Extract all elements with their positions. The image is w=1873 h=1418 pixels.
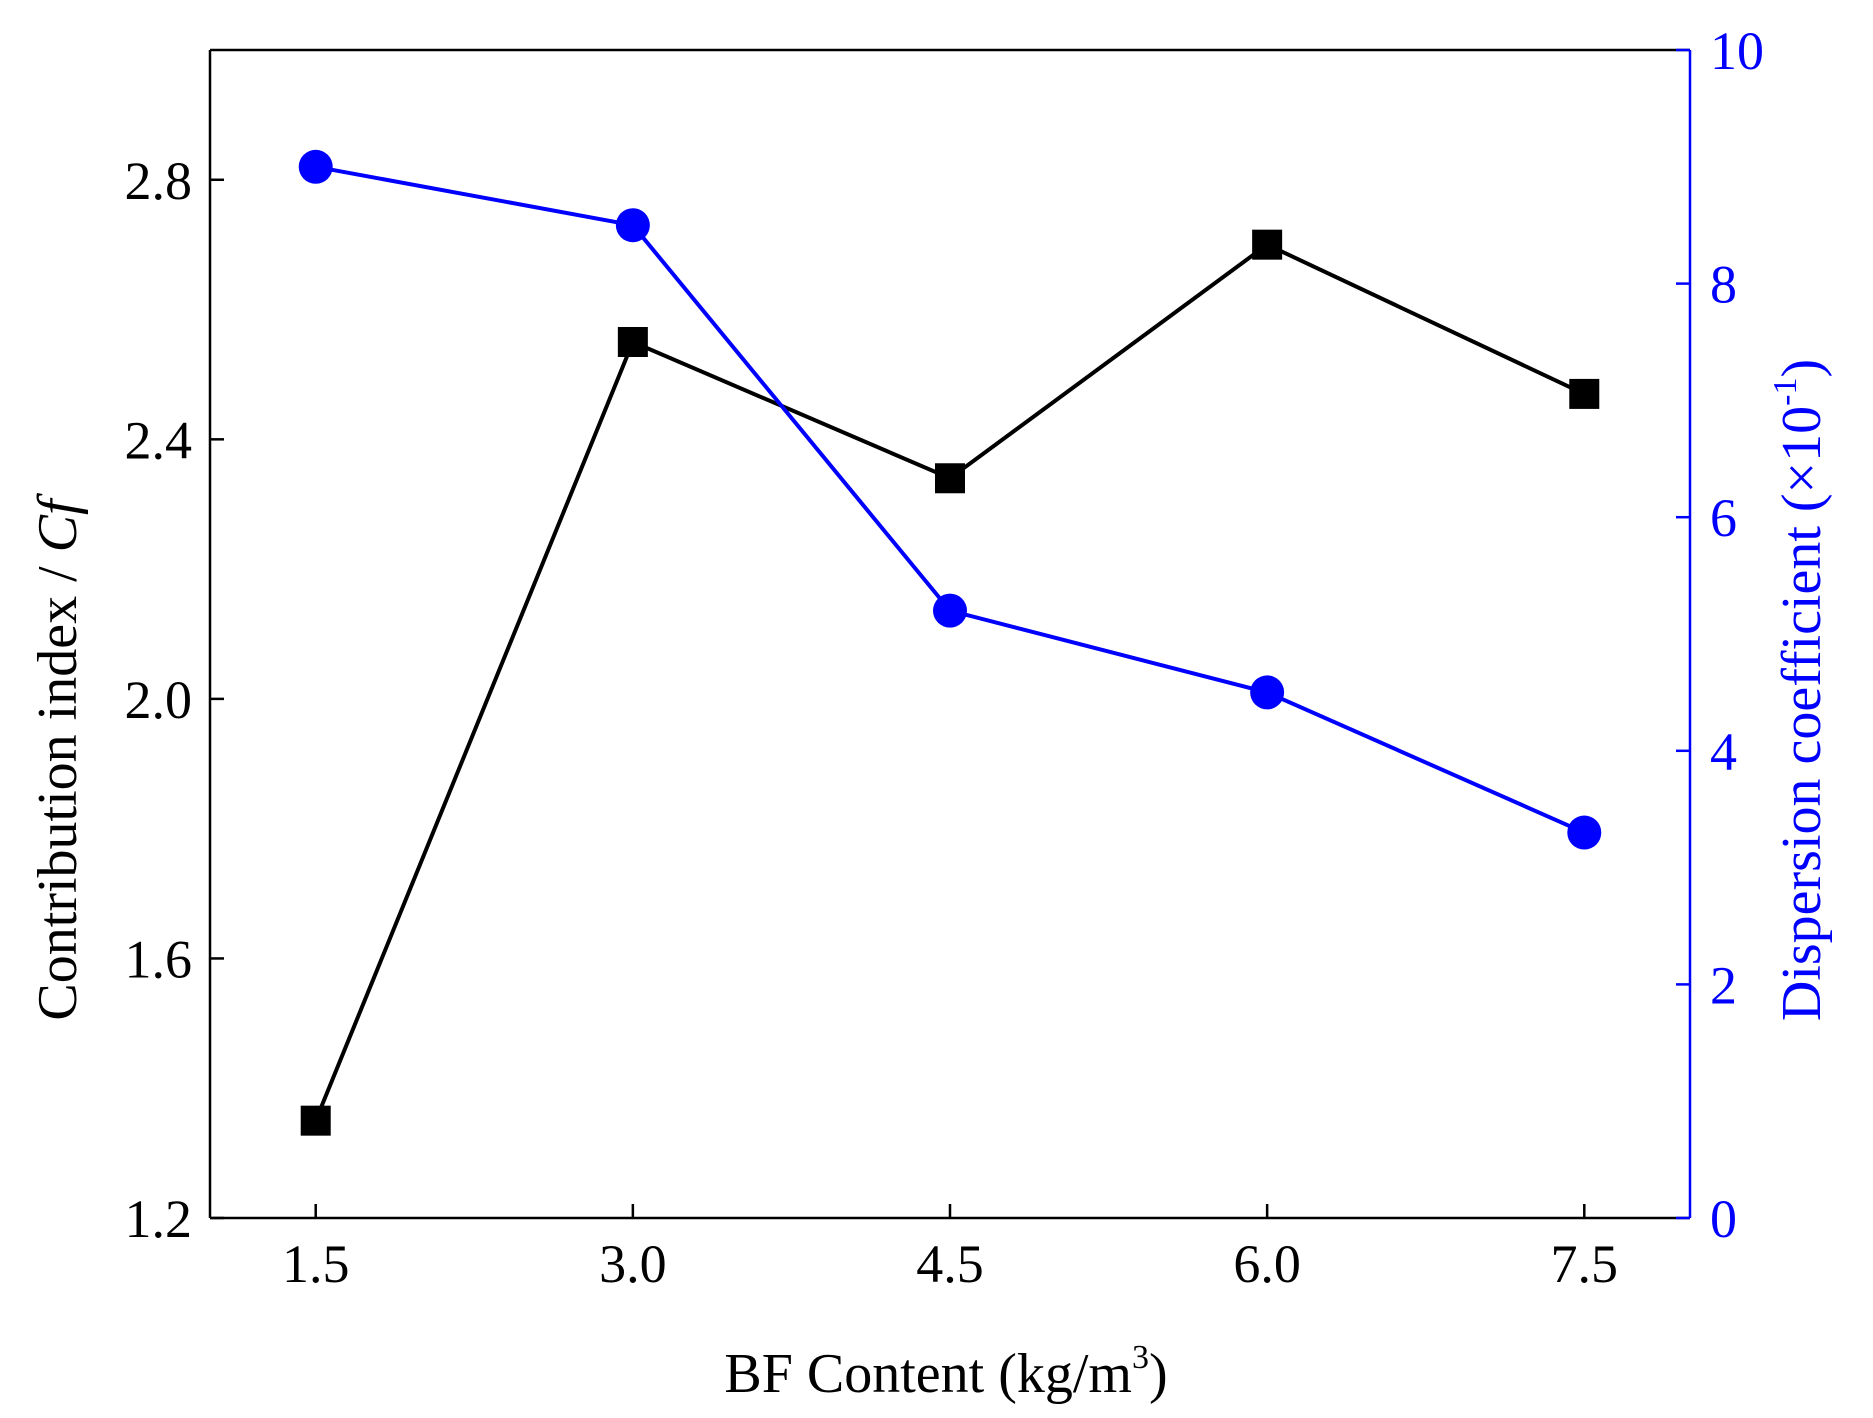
right-y-tick-label: 4	[1710, 722, 1737, 782]
x-axis-label-close: )	[1149, 1343, 1168, 1405]
x-tick-label: 4.5	[916, 1234, 984, 1294]
left-y-tick-label: 2.8	[125, 151, 193, 211]
dispersion-data-point	[1567, 815, 1602, 850]
dispersion-series-line	[315, 164, 1586, 835]
right-y-tick-label: 8	[1710, 255, 1737, 315]
series-markers	[298, 149, 1602, 1136]
left-y-tick-label: 1.6	[125, 929, 193, 989]
contribution-data-point	[300, 1105, 331, 1136]
series-lines	[313, 164, 1586, 1122]
dispersion-data-point	[298, 149, 333, 184]
dispersion-data-point	[1250, 675, 1285, 710]
right-y-axis-label-close: )	[1771, 359, 1833, 378]
x-axis: 1.5 3.0 4.5 6.0 7.5	[282, 1204, 1618, 1294]
dispersion-data-point	[615, 208, 650, 243]
x-tick-label: 1.5	[282, 1234, 350, 1294]
right-y-tick-label: 0	[1710, 1189, 1737, 1249]
right-y-axis-label: Dispersion coefficient (×10-1)	[1767, 359, 1833, 1021]
right-y-tick-label: 6	[1710, 488, 1737, 548]
plot-frame	[208, 48, 1692, 1220]
contribution-series-line	[313, 242, 1586, 1122]
left-y-tick-label: 1.2	[125, 1189, 193, 1249]
x-tick-label: 6.0	[1233, 1234, 1301, 1294]
dispersion-data-point	[933, 593, 967, 628]
right-y-tick-label: 10	[1710, 21, 1764, 81]
x-axis-label: BF Content (kg/m3)	[724, 1339, 1167, 1405]
x-tick-label: 7.5	[1551, 1234, 1619, 1294]
left-y-axis: 1.2 1.6 2.0 2.4 2.8	[125, 151, 224, 1249]
left-y-tick-label: 2.4	[125, 410, 193, 470]
x-tick-label: 3.0	[599, 1234, 667, 1294]
right-y-axis-label-superscript: -1	[1767, 378, 1804, 406]
contribution-data-point	[1252, 229, 1283, 260]
x-axis-label-superscript: 3	[1132, 1339, 1149, 1376]
left-y-axis-label-italic: Cf	[27, 492, 89, 552]
left-y-tick-label: 2.0	[125, 670, 193, 730]
contribution-data-point	[617, 327, 648, 357]
contribution-data-point	[935, 463, 965, 494]
left-y-axis-label: Contribution index / Cf	[27, 492, 89, 1021]
contribution-data-point	[1569, 378, 1600, 409]
right-y-tick-label: 2	[1710, 955, 1737, 1015]
right-y-axis: 0 2 4 6 8 10	[1676, 21, 1764, 1249]
